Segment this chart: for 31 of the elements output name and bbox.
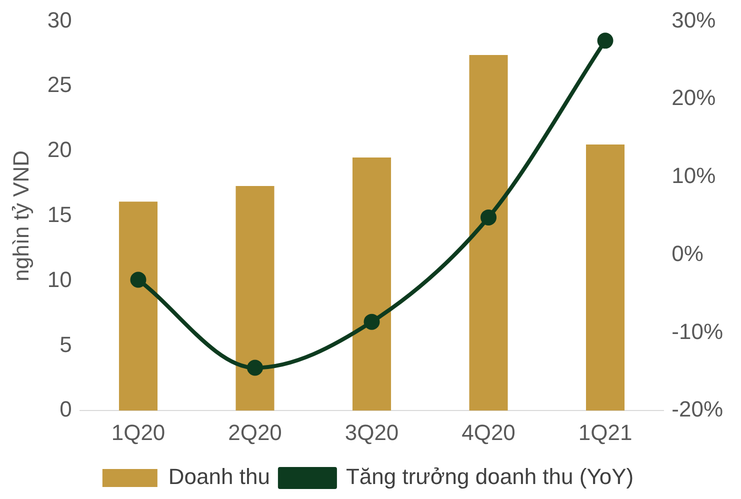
x-tick-label: 2Q20 xyxy=(228,420,282,445)
y2-tick-label: 20% xyxy=(672,85,716,110)
y-tick-label: 20 xyxy=(47,137,72,162)
x-tick-label: 1Q21 xyxy=(578,420,632,445)
legend-label: Tăng trưởng doanh thu (YoY) xyxy=(346,464,634,490)
point xyxy=(597,32,614,49)
y2-tick-label: -10% xyxy=(672,318,723,344)
y-tick-label: 25 xyxy=(47,72,72,98)
bar xyxy=(586,144,625,411)
x-tick-label: 4Q20 xyxy=(462,420,516,445)
point xyxy=(130,272,146,288)
y-tick-label: 15 xyxy=(47,202,72,227)
bar xyxy=(469,54,508,411)
x-tick-label: 3Q20 xyxy=(344,420,399,445)
point xyxy=(480,209,497,226)
point xyxy=(364,314,380,330)
bar xyxy=(118,202,158,411)
bar xyxy=(352,157,392,411)
legend-label: Doanh thu xyxy=(168,464,270,490)
y2-tick-label: 0% xyxy=(672,240,704,266)
bar xyxy=(236,186,274,411)
x-tick-label: 1Q20 xyxy=(111,420,166,445)
y-tick-label: 5 xyxy=(60,332,72,357)
y2-tick-label: 30% xyxy=(672,7,716,32)
y2-tick-label: -20% xyxy=(672,396,723,422)
y-tick-label: 0 xyxy=(60,396,72,422)
y-axis-title: nghìn tỷ VND xyxy=(8,150,34,282)
y2-tick-label: 10% xyxy=(672,163,716,188)
y-tick-label: 30 xyxy=(47,7,72,32)
y-tick-label: 10 xyxy=(47,266,72,292)
point xyxy=(247,360,263,376)
